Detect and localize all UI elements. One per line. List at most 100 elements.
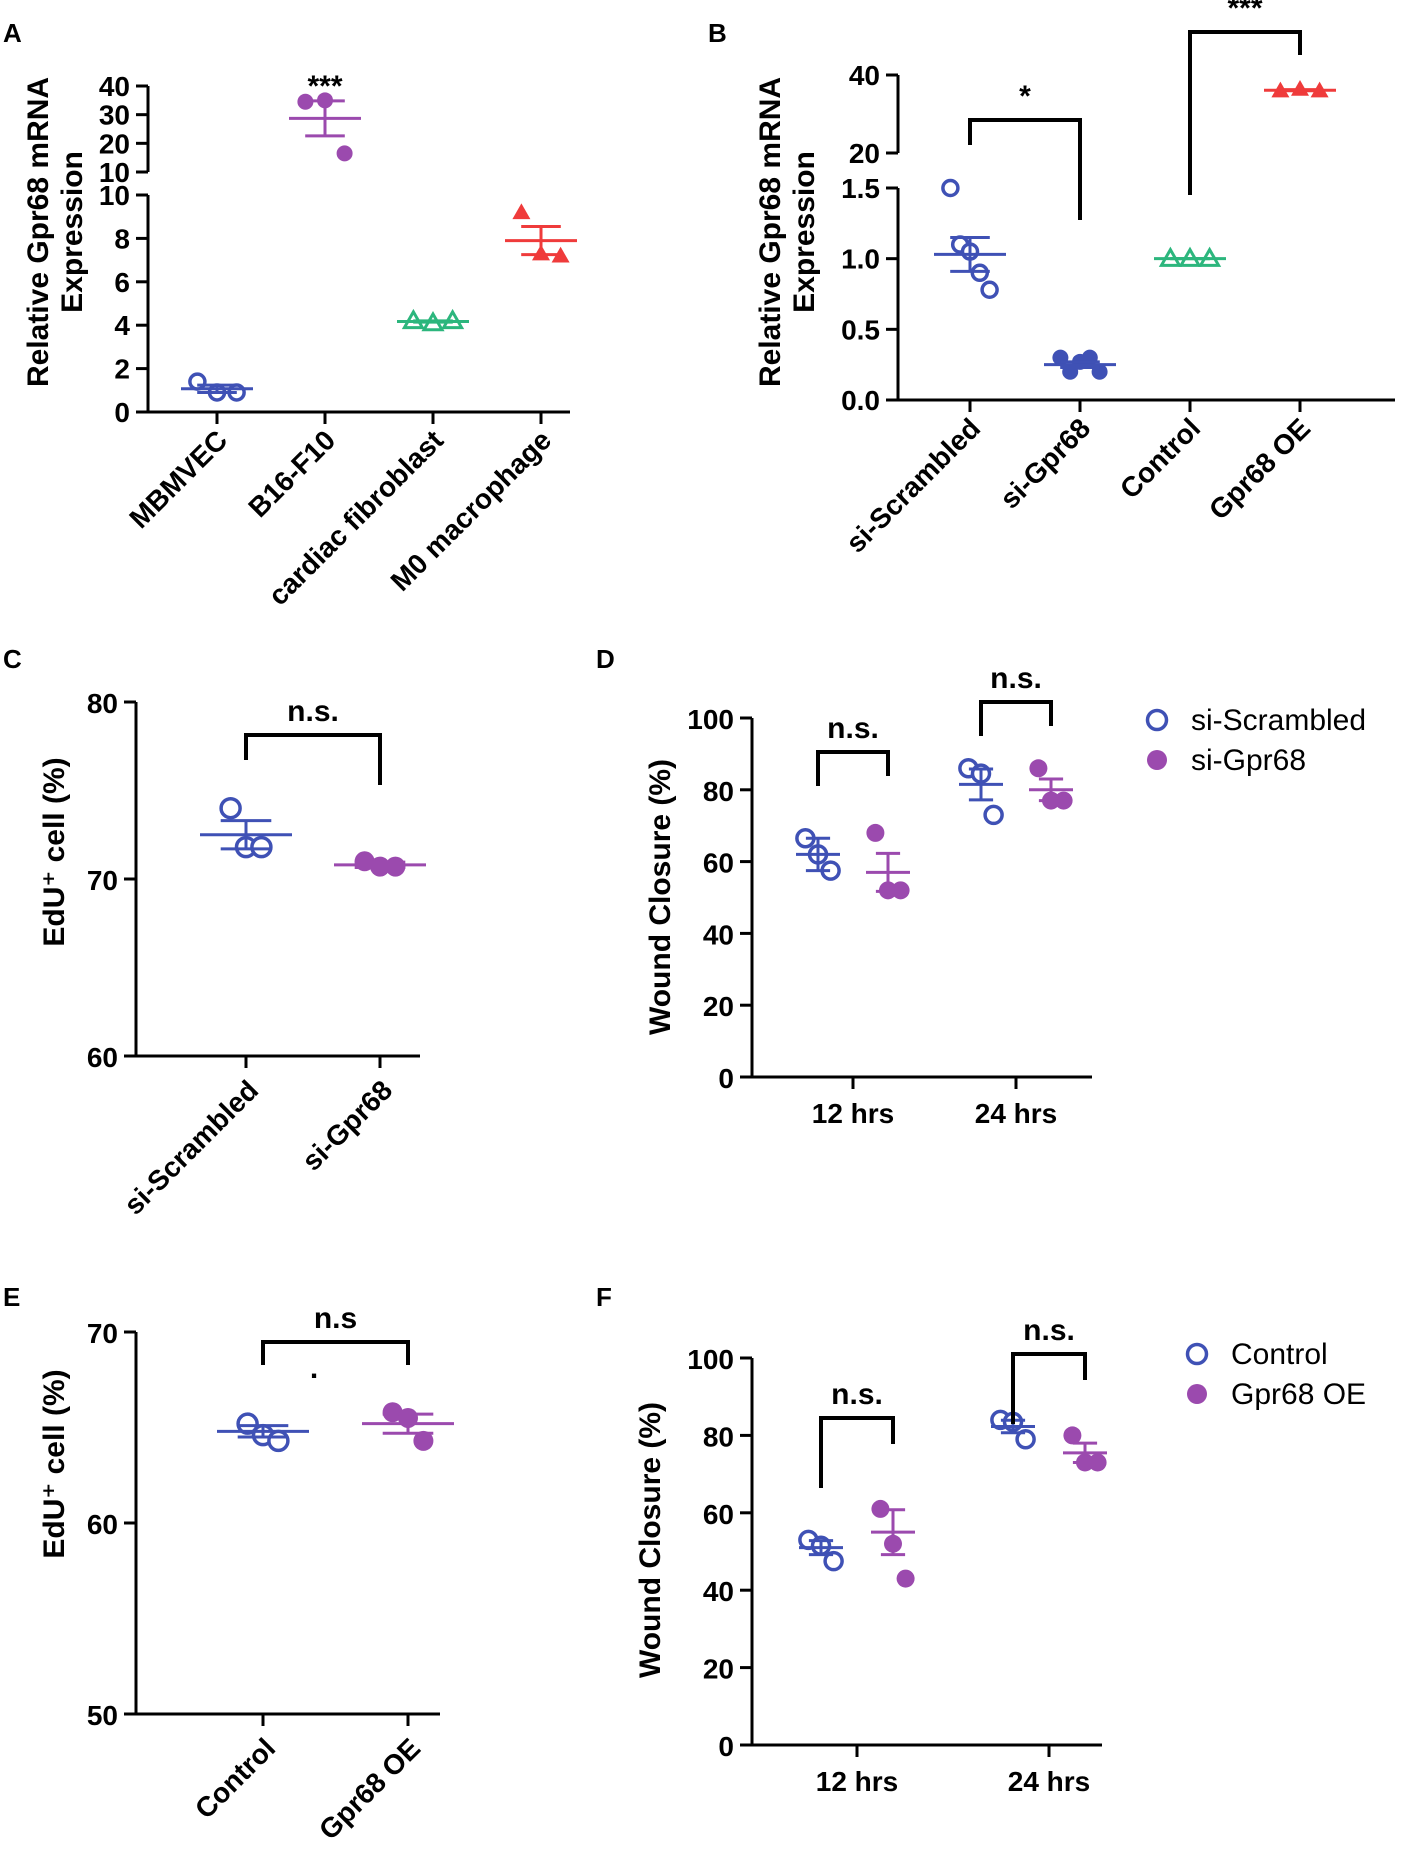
panel-c-label: C <box>3 644 22 674</box>
data-point <box>871 1499 890 1518</box>
data-point <box>1291 80 1309 96</box>
comparison-2-label: n.s. <box>1023 1314 1075 1347</box>
x-tick-label: Control <box>189 1732 281 1824</box>
data-point <box>336 145 353 162</box>
panel-e: E EdU⁺ cell (%) 50 60 70 Control Gpr68 OE n.s… <box>3 1282 454 1846</box>
panel-f-label: F <box>596 1282 612 1312</box>
y-tick-label: 80 <box>703 1421 734 1452</box>
legend-marker <box>1145 708 1169 732</box>
panel-e-plot: 50 60 70 Control Gpr68 OE n.s. <box>87 1302 454 1846</box>
annotation-dot: . <box>310 1352 318 1385</box>
y-tick-label: 40 <box>849 60 880 91</box>
panel-c-plot: 60 70 80 si-Scrambled si-Gpr68 n.s. <box>87 688 426 1221</box>
comparison-1-label: * <box>1019 80 1031 113</box>
y-tick-label: 4 <box>114 310 130 341</box>
significance-label: *** <box>307 70 342 103</box>
x-tick-label: Gpr68 OE <box>313 1732 426 1845</box>
data-point <box>1063 1426 1082 1445</box>
data-point <box>896 1569 915 1588</box>
y-tick-label: 40 <box>703 919 734 950</box>
y-tick-label: 70 <box>87 865 118 896</box>
data-point <box>267 1429 290 1453</box>
comparison-1-bracket <box>968 118 1082 220</box>
y-tick-label: 10 <box>99 180 130 211</box>
y-tick-label: 1.5 <box>841 173 880 204</box>
comparison-1-bracket <box>819 1416 895 1488</box>
comparison-2-bracket <box>1188 30 1302 195</box>
x-tick-label: Control <box>1114 412 1206 504</box>
comparison-label: n.s. <box>287 695 339 728</box>
y-tick-label: 60 <box>87 1042 118 1073</box>
panel-e-ylabel: EdU⁺ cell (%) <box>38 1369 71 1558</box>
panel-a-ylabel-1: Relative Gpr68 mRNA <box>22 77 55 387</box>
panel-b-ylabel-1: Relative Gpr68 mRNA <box>754 77 787 387</box>
data-point <box>941 178 960 198</box>
x-tick-label: 12 hrs <box>816 1766 899 1797</box>
x-tick-label: si-Scrambled <box>118 1074 264 1220</box>
data-point <box>1054 791 1073 810</box>
data-point <box>219 796 242 820</box>
data-point <box>1088 1453 1107 1472</box>
y-tick-label: 60 <box>703 848 734 879</box>
x-tick-label: B16-F10 <box>242 424 341 523</box>
panel-b: B Relative Gpr68 mRNA Expression 0.0 0.5 1… <box>708 0 1395 559</box>
data-point <box>891 881 910 900</box>
panel-d-label: D <box>596 644 615 674</box>
legend-marker <box>1185 1342 1209 1366</box>
y-tick-label: 20 <box>99 128 130 159</box>
y-tick-label: 20 <box>703 991 734 1022</box>
legend-label: si-Gpr68 <box>1191 744 1306 777</box>
panel-a: A Relative Gpr68 mRNA Expression 0 2 4 6 8 10… <box>3 18 577 611</box>
y-tick-label: 0 <box>718 1063 734 1094</box>
y-tick-label: 1.0 <box>841 244 880 275</box>
data-point <box>512 203 531 220</box>
legend-label: Gpr68 OE <box>1231 1378 1366 1411</box>
panel-b-ylabel-2: Expression <box>788 151 821 313</box>
panel-f-plot: 0 20 40 60 80 100 12 hrs 24 hrs Control Gpr68 OE n… <box>687 1314 1366 1797</box>
data-point <box>250 835 273 859</box>
comparison-2-label: n.s. <box>990 662 1042 695</box>
y-tick-label: 40 <box>703 1576 734 1607</box>
data-point <box>980 280 999 300</box>
panel-e-label: E <box>3 1282 20 1312</box>
y-tick-label: 20 <box>703 1654 734 1685</box>
data-point <box>983 804 1004 826</box>
x-tick-label: si-Scrambled <box>840 412 986 558</box>
x-tick-label: si-Gpr68 <box>994 412 1096 514</box>
x-tick-label: si-Gpr68 <box>296 1074 398 1176</box>
comparison-2-label: *** <box>1227 0 1262 25</box>
legend-label: Control <box>1231 1338 1328 1371</box>
comparison-label: n.s <box>314 1302 357 1335</box>
y-tick-label: 8 <box>114 223 130 254</box>
legend-marker <box>1187 1384 1207 1404</box>
panel-d-ylabel: Wound Closure (%) <box>644 759 677 1035</box>
data-point <box>1015 1429 1036 1450</box>
legend-marker <box>1147 750 1167 770</box>
comparison-1-label: n.s. <box>831 1378 883 1411</box>
y-tick-label: 0 <box>718 1731 734 1762</box>
x-tick-label: 12 hrs <box>812 1098 895 1129</box>
panel-f: F Wound Closure (%) 0 20 40 60 80 100 12 hrs 24… <box>596 1282 1366 1797</box>
y-tick-label: 60 <box>703 1499 734 1530</box>
panel-d: D Wound Closure (%) 0 20 40 60 80 100 12 hrs 24… <box>596 644 1366 1129</box>
data-point <box>866 823 885 842</box>
data-point <box>188 372 207 391</box>
y-tick-label: 6 <box>114 267 130 298</box>
y-tick-label: 30 <box>99 100 130 131</box>
y-tick-label: 40 <box>99 71 130 102</box>
panel-b-label: B <box>708 18 727 48</box>
y-tick-label: 70 <box>87 1318 118 1349</box>
y-tick-label: 0.5 <box>841 314 880 345</box>
panel-a-label: A <box>3 18 22 48</box>
panel-f-ylabel: Wound Closure (%) <box>634 1402 667 1678</box>
x-tick-label: 24 hrs <box>975 1098 1058 1129</box>
y-tick-label: 0 <box>114 397 130 428</box>
y-tick-label: 0.0 <box>841 385 880 416</box>
comparison-1-bracket <box>816 750 890 786</box>
y-tick-label: 60 <box>87 1509 118 1540</box>
legend-label: si-Scrambled <box>1191 704 1366 737</box>
comparison-2-bracket <box>979 700 1053 736</box>
panel-c: C EdU⁺ cell (%) 60 70 80 si-Scrambled si-Gpr… <box>3 644 426 1221</box>
